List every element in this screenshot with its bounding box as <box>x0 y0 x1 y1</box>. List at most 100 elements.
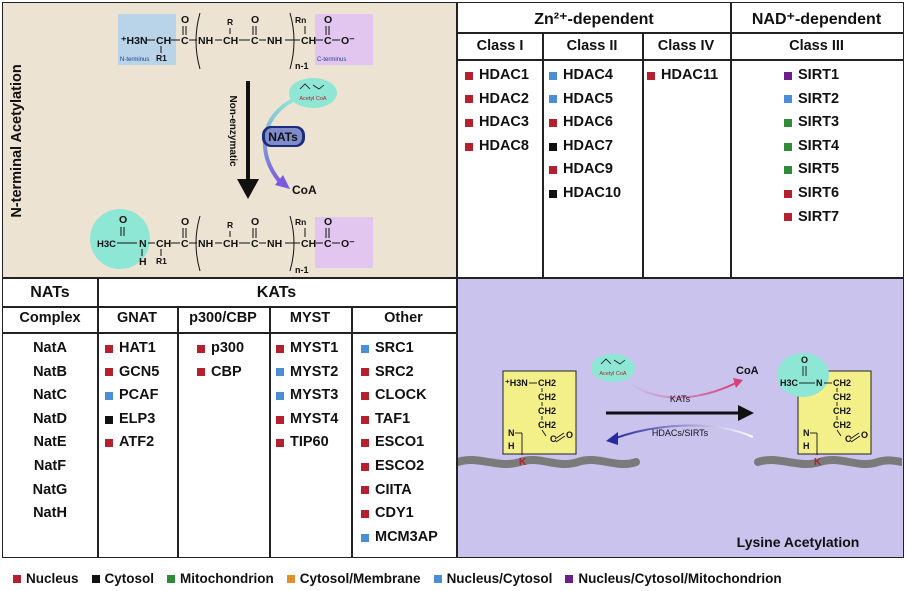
location-marker <box>197 368 205 377</box>
location-marker <box>361 509 369 518</box>
legend-swatch <box>91 574 100 583</box>
lysine-acetylation-title: Lysine Acetylation <box>737 534 860 550</box>
rb-text: R <box>227 220 233 230</box>
location-marker <box>784 142 792 151</box>
list-item: NatB <box>3 361 97 385</box>
location-marker <box>784 213 792 222</box>
gnat-list: HAT1 GCN5 PCAF ELP3 ATF2 <box>105 337 159 455</box>
myst-list: MYST1 MYST2 MYST3 MYST4 TIP60 <box>276 337 338 455</box>
h3n-lys-text: ⁺H3N <box>505 378 528 388</box>
list-item: HDAC9 <box>549 158 621 182</box>
c-terminus-box <box>315 14 373 65</box>
location-marker <box>465 71 473 80</box>
o-minus-text: O⁻ <box>341 35 355 47</box>
legend-item: Cytosol <box>91 571 155 586</box>
list-item: NatA <box>3 337 97 361</box>
n-terminus-label: N-terminus <box>120 57 149 63</box>
coa-label-top: CoA <box>292 183 317 197</box>
list-item: p300 <box>197 337 244 361</box>
location-marker <box>784 166 792 175</box>
kats-arrow-label: KATs <box>670 394 691 404</box>
list-item: NatE <box>3 431 97 455</box>
item-label: PCAF <box>119 387 159 404</box>
nh1-text: NH <box>198 35 213 47</box>
item-label: SIRT6 <box>798 184 840 201</box>
o2-text: O <box>251 14 259 26</box>
ch2-l4: CH2 <box>538 420 556 430</box>
legend-swatch <box>13 574 21 583</box>
n-lys-left: N <box>508 428 515 438</box>
item-label: MCM3AP <box>375 528 438 545</box>
n-minus-1-text: n-1 <box>295 61 309 71</box>
location-marker <box>361 439 369 448</box>
list-item: MYST2 <box>276 361 338 385</box>
legend-label: Cytosol <box>104 571 155 586</box>
list-item: SIRT7 <box>784 206 839 230</box>
list-item: ESCO1 <box>361 431 438 455</box>
acetyl-group-highlight <box>90 209 150 269</box>
item-label: p300 <box>211 340 245 356</box>
ch-bottom-text: CH <box>156 238 171 250</box>
o-acetyl-right: O <box>801 355 808 365</box>
class-2-list: HDAC4 HDAC5 HDAC6 HDAC7 HDAC9 HDAC10 <box>549 64 621 206</box>
item-label: TAF1 <box>375 410 411 427</box>
list-item: NatC <box>3 384 97 408</box>
n-terminal-diagram: N-terminal Acetylation N-terminus C-term… <box>9 12 373 275</box>
list-item: HDAC6 <box>549 111 621 135</box>
list-item: NatD <box>3 408 97 432</box>
location-marker <box>549 142 557 151</box>
legend-label: Nucleus/Cytosol <box>446 571 553 586</box>
zn-dependent-header: Zn²⁺-dependent <box>534 11 654 28</box>
item-label: HDAC2 <box>479 90 529 107</box>
ch2b-text: CH <box>301 238 316 250</box>
item-label: MYST4 <box>290 410 339 427</box>
list-item: HDAC11 <box>647 64 718 88</box>
list-item: HDAC10 <box>549 182 621 206</box>
o-lys-left: O <box>566 430 573 440</box>
location-marker <box>465 142 473 151</box>
location-marker <box>361 486 369 495</box>
item-label: NatA <box>33 340 67 356</box>
location-marker <box>361 391 369 400</box>
location-marker <box>784 95 792 104</box>
item-label: HDAC6 <box>563 114 613 131</box>
o3-text: O <box>324 14 332 26</box>
h-lys-right: H <box>803 441 810 451</box>
p300cbp-list: p300 CBP <box>197 337 244 384</box>
item-label: NatB <box>33 363 67 380</box>
location-marker <box>549 95 557 104</box>
h3n-text: ⁺H3N <box>121 35 148 47</box>
item-label: HDAC3 <box>479 114 529 131</box>
list-item: MYST3 <box>276 384 338 408</box>
class-4-list: HDAC11 <box>647 64 718 88</box>
rn-text: Rn <box>295 15 306 25</box>
item-label: HDAC9 <box>563 161 613 178</box>
item-label: SIRT1 <box>798 67 840 83</box>
legend-item: Cytosol/Membrane <box>286 571 421 586</box>
o1-text: O <box>181 14 189 26</box>
list-item: HDAC5 <box>549 88 621 112</box>
item-label: NatD <box>33 410 67 427</box>
legend-swatch <box>286 574 295 583</box>
item-label: SRC1 <box>375 340 414 356</box>
c1-text: C <box>181 35 189 47</box>
list-item: ATF2 <box>105 431 159 455</box>
location-marker <box>361 344 369 353</box>
ch2-text: CH <box>301 35 316 47</box>
item-label: TIP60 <box>290 434 329 451</box>
nh2b-text: NH <box>267 238 282 250</box>
ch2-r2: CH2 <box>833 392 851 402</box>
location-marker <box>276 439 284 448</box>
class-1-list: HDAC1 HDAC2 HDAC3 HDAC8 <box>465 64 529 158</box>
gnat-header: GNAT <box>116 310 157 326</box>
item-label: NatC <box>33 387 67 404</box>
location-marker <box>361 462 369 471</box>
list-item: NatH <box>3 502 97 526</box>
list-item: HDAC2 <box>465 88 529 112</box>
location-marker <box>105 368 113 377</box>
n-ch-text: CH <box>156 35 171 47</box>
legend-item: Nucleus/Cytosol <box>433 571 553 586</box>
list-item: HDAC8 <box>465 135 529 159</box>
lysine-diagram: ⁺H3N CH2 CH2 CH2 CH2 N H C O K O H3C <box>458 353 902 550</box>
acetyl-coa-blob-lysine <box>591 354 635 382</box>
